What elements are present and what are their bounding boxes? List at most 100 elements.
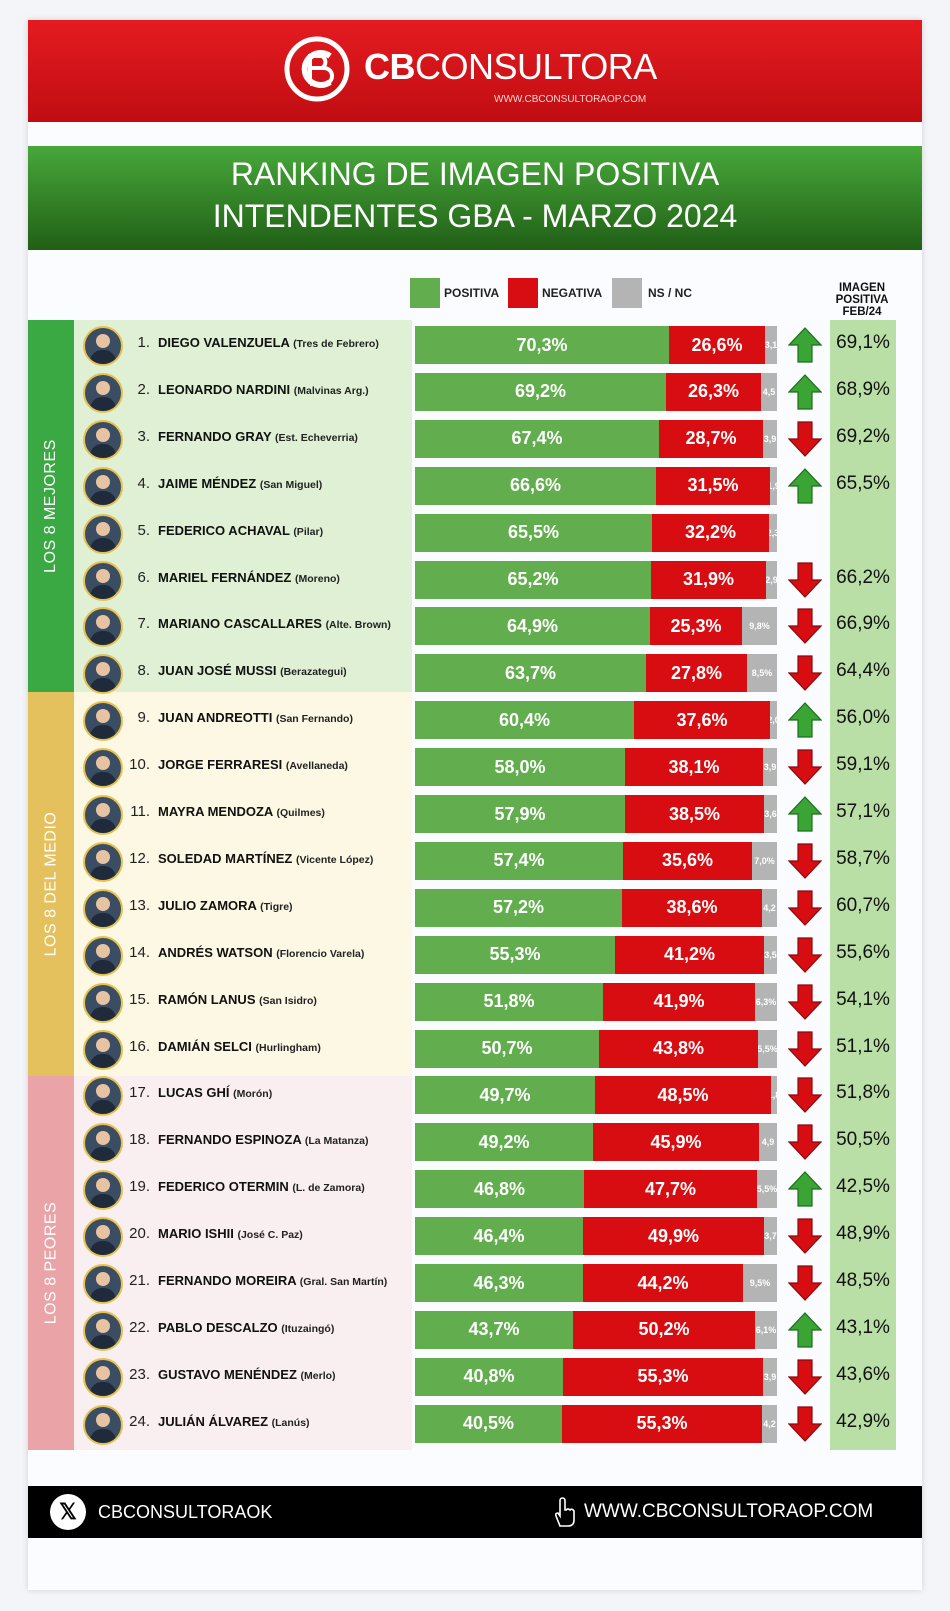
arrow-down-icon [788, 749, 822, 785]
rank-number: 10. [129, 756, 150, 774]
candidate-name-text: FERNANDO GRAY [158, 428, 276, 444]
candidate-name-text: JUAN JOSÉ MUSSI [158, 663, 281, 679]
legend-negative-swatch [508, 278, 538, 308]
rank-number: 9. [137, 709, 150, 727]
arrow-up-icon [788, 327, 822, 363]
feb-value: 43,6% [836, 1363, 890, 1385]
avatar [83, 1264, 123, 1304]
legend-positive-label: POSITIVA [444, 286, 500, 300]
table-row: 12. SOLEDAD MARTÍNEZ (Vicente López) 57,4%… [28, 838, 922, 885]
avatar [83, 1217, 123, 1258]
feb-value: 57,1% [836, 801, 890, 822]
candidate-name-text: ANDRÉS WATSON [158, 944, 277, 960]
arrow-up-icon [788, 1171, 822, 1207]
footer: 𝕏 CBCONSULTORAOK WWW.CBCONSULTORAOP.COM [28, 1486, 922, 1538]
rank-number: 4. [137, 474, 150, 492]
bar-positive: 46,4% [415, 1217, 583, 1256]
title-banner: RANKING DE IMAGEN POSITIVA INTENDENTES G… [28, 146, 922, 250]
bar-positive: 60,4% [415, 701, 634, 740]
bar-positive: 57,4% [415, 841, 623, 880]
bar-nsnc: 3,9 [763, 748, 777, 787]
feb-header-line-3: FEB/24 [842, 306, 882, 318]
feb-value: 55,6% [836, 941, 890, 963]
candidate-name-text: FEDERICO OTERMIN [158, 1179, 293, 1195]
table-row: 9. JUAN ANDREOTTI (San Fernando) 60,4% 37,6… [28, 697, 922, 744]
bar-nsnc: 5,5% [757, 1170, 777, 1209]
rank-number: 3. [137, 427, 150, 445]
bar-nsnc: 1,9 [770, 466, 777, 505]
arrow-up-icon [788, 1312, 822, 1348]
footer-handle[interactable]: CBCONSULTORAOK [98, 1502, 273, 1522]
candidate-district: (Morón) [233, 1088, 273, 1101]
bar-negative: 47,7% [584, 1170, 757, 1209]
candidate-district: (Avellaneda) [285, 760, 348, 773]
rank-number: 2. [137, 380, 150, 398]
pointer-hand-icon [554, 1497, 575, 1527]
avatar [83, 701, 123, 742]
legend-negative: NEGATIVA [508, 278, 602, 308]
candidate-district: (Vicente López) [295, 853, 374, 866]
arrow-down-icon [788, 983, 822, 1020]
candidate-name: RAMÓN LANUS (San Isidro) [158, 992, 317, 1007]
footer-url[interactable]: WWW.CBCONSULTORAOP.COM [584, 1501, 874, 1522]
arrow-up-icon [788, 374, 822, 410]
title-line-2: INTENDENTES GBA - MARZO 2024 [212, 198, 738, 234]
table-row: 15. RAMÓN LANUS (San Isidro) 51,8% 41,9% 6,3… [28, 979, 922, 1026]
arrow-down-icon [788, 608, 822, 645]
candidate-name: FEDERICO OTERMIN (L. de Zamora) [158, 1179, 365, 1194]
candidate-name-text: MARIO ISHII [158, 1226, 238, 1242]
table-row: 22. PABLO DESCALZO (Ituzaingó) 43,7% 50,2% 6… [28, 1307, 922, 1354]
bar-negative: 38,1% [625, 748, 763, 787]
candidate-name: JAIME MÉNDEZ (San Miguel) [158, 476, 322, 491]
bar-negative: 27,8% [646, 654, 747, 693]
table-row: 5. FEDERICO ACHAVAL (Pilar) 65,5% 32,2% 2,3 [28, 510, 922, 557]
bar-negative: 28,7% [659, 419, 763, 458]
bar-nsnc: 2,3 [769, 513, 777, 552]
bar-positive: 51,8% [415, 982, 603, 1021]
brand-header: CBCONSULTORA WWW.CBCONSULTORAOP.COM [28, 20, 922, 122]
bar-positive: 63,7% [415, 654, 646, 693]
brand-name: CBCONSULTORA [364, 46, 657, 88]
candidate-district: (Alte. Brown) [325, 619, 391, 632]
rank-number: 17. [129, 1084, 150, 1102]
candidate-name: MARIO ISHII (José C. Paz) [158, 1226, 303, 1241]
bar-nsnc: 3,9 [763, 419, 777, 458]
candidate-name: SOLEDAD MARTÍNEZ (Vicente López) [158, 851, 373, 866]
feb-value: 42,5% [836, 1176, 890, 1198]
bar-nsnc: 3,1 [765, 326, 777, 364]
brand-url[interactable]: WWW.CBCONSULTORAOP.COM [494, 94, 647, 105]
avatar [83, 888, 123, 929]
candidate-name-text: GUSTAVO MENÉNDEZ [158, 1366, 301, 1382]
avatar [83, 982, 123, 1023]
candidate-name: DAMIÁN SELCI (Hurlingham) [158, 1039, 321, 1054]
feb-value: 58,7% [836, 847, 890, 869]
table-row: 8. JUAN JOSÉ MUSSI (Berazategui) 63,7% 27,8… [28, 650, 922, 697]
feb-value: 66,2% [836, 566, 890, 588]
table-row: 2. LEONARDO NARDINI (Malvinas Arg.) 69,2% 2… [28, 369, 922, 416]
feb-value: 48,5% [836, 1270, 890, 1291]
arrow-down-icon [788, 1265, 822, 1301]
table-row: 3. FERNANDO GRAY (Est. Echeverria) 67,4% 28… [28, 416, 922, 463]
bar-positive: 64,9% [415, 607, 650, 646]
candidate-district: (Merlo) [300, 1369, 336, 1382]
candidate-name-text: MARIANO CASCALLARES [158, 616, 326, 632]
bar-nsnc: 5,5% [758, 1029, 777, 1068]
feb-value: 68,9% [836, 378, 890, 400]
bar-nsnc: 7,0% [752, 841, 777, 880]
candidate-name-text: FEDERICO ACHAVAL [158, 522, 294, 538]
x-logo-icon[interactable]: 𝕏 [50, 1494, 86, 1530]
feb-value: 60,7% [836, 894, 890, 916]
arrow-down-icon [788, 1359, 822, 1395]
group-band-top [28, 320, 74, 692]
candidate-district: (Gral. San Martín) [299, 1276, 388, 1288]
arrow-down-icon [788, 1124, 822, 1161]
legend-negative-label: NEGATIVA [542, 286, 603, 300]
bar-positive: 43,7% [415, 1310, 573, 1349]
bar-positive: 70,3% [415, 326, 669, 364]
arrow-down-icon [788, 1030, 822, 1067]
infographic-card: CBCONSULTORA WWW.CBCONSULTORAOP.COM RANK… [28, 20, 922, 1590]
candidate-name: JUAN ANDREOTTI (San Fernando) [158, 710, 353, 725]
legend-nsnc-label: NS / NC [648, 286, 693, 300]
candidate-name: LUCAS GHÍ (Morón) [158, 1085, 272, 1100]
bar-nsnc: 4,9 [759, 1123, 777, 1162]
